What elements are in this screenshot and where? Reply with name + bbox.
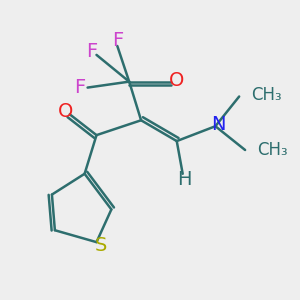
Text: O: O <box>169 71 184 90</box>
Text: F: F <box>112 31 123 50</box>
Text: S: S <box>95 236 107 255</box>
Text: CH₃: CH₃ <box>257 141 288 159</box>
Text: F: F <box>86 42 98 62</box>
Text: CH₃: CH₃ <box>251 86 282 104</box>
Text: N: N <box>211 115 226 134</box>
Text: H: H <box>177 169 191 189</box>
Text: F: F <box>74 78 86 97</box>
Text: O: O <box>58 102 73 121</box>
